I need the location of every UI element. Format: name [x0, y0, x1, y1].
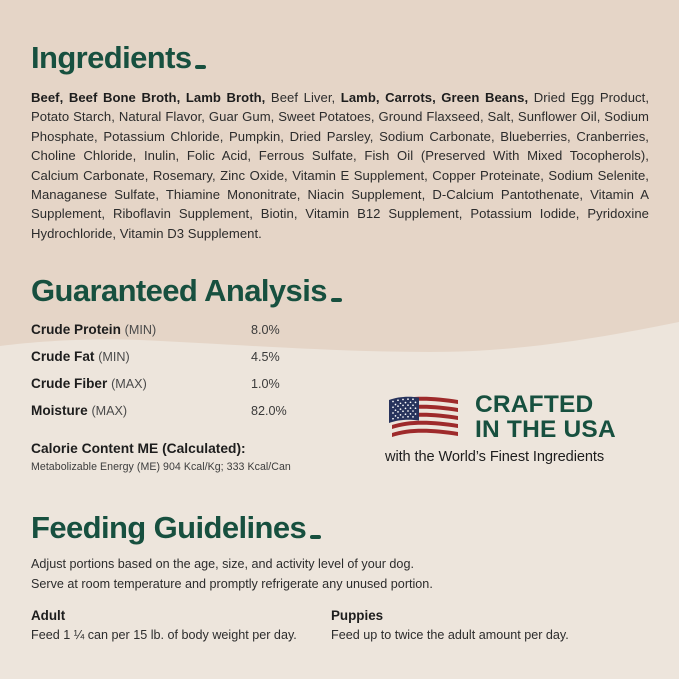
ingredients-heading-text: Ingredients [31, 40, 192, 75]
ga-row-label: Crude Protein (MIN) [31, 322, 251, 337]
feeding-column-adult: Adult Feed 1 ¼ can per 15 lb. of body we… [31, 608, 331, 644]
ga-row-value: 1.0% [251, 377, 280, 391]
ga-row-label: Crude Fiber (MAX) [31, 376, 251, 391]
ingredients-section: Ingredients Beef, Beef Bone Broth, Lamb … [31, 42, 649, 256]
calorie-content-title: Calorie Content ME (Calculated): [31, 441, 246, 456]
crafted-badge-top: CRAFTED IN THE USA [385, 392, 655, 442]
calorie-content-block: Calorie Content ME (Calculated): Metabol… [31, 441, 351, 473]
ga-row-value: 8.0% [251, 323, 280, 337]
crafted-badge-words: CRAFTED IN THE USA [475, 392, 616, 442]
feeding-column-text: Feed 1 ¼ can per 15 lb. of body weight p… [31, 628, 297, 642]
heading-dash-icon [330, 298, 342, 302]
ingredients-bold-1: Beef, Beef Bone Broth, Lamb Broth, [31, 90, 266, 105]
ga-row-label: Crude Fat (MIN) [31, 349, 251, 364]
heading-dash-icon [310, 535, 322, 539]
ga-nutrient-name: Crude Protein [31, 322, 121, 337]
ga-qualifier: (MAX) [91, 404, 128, 418]
ga-row-value: 82.0% [251, 404, 287, 418]
feeding-column-text: Feed up to twice the adult amount per da… [331, 628, 569, 642]
usa-flag-icon [389, 396, 458, 437]
guaranteed-analysis-heading-text: Guaranteed Analysis [31, 273, 327, 308]
feeding-column-puppies: Puppies Feed up to twice the adult amoun… [331, 608, 631, 644]
crafted-line-2: IN THE USA [475, 416, 616, 443]
feeding-guidelines-section: Feeding Guidelines Adjust portions based… [31, 512, 649, 644]
feeding-guidelines-heading-text: Feeding Guidelines [31, 510, 307, 545]
ingredients-plain-1: Beef Liver, [265, 90, 341, 105]
ingredients-plain-2: Dried Egg Product, Potato Starch, Natura… [31, 90, 650, 241]
guaranteed-analysis-table: Crude Protein (MIN) 8.0% Crude Fat (MIN)… [31, 322, 351, 473]
heading-dash-icon [195, 65, 207, 69]
feeding-column-title: Puppies [331, 608, 384, 623]
ga-nutrient-name: Crude Fat [31, 349, 95, 364]
table-row: Crude Fiber (MAX) 1.0% [31, 376, 351, 403]
feeding-intro-line-1: Adjust portions based on the age, size, … [31, 557, 414, 571]
feeding-intro-line-2: Serve at room temperature and promptly r… [31, 576, 433, 591]
ga-qualifier: (MAX) [111, 377, 147, 391]
ga-row-value: 4.5% [251, 350, 280, 364]
crafted-badge-subtitle: with the World’s Finest Ingredients [385, 449, 605, 465]
ingredients-bold-2: Lamb, Carrots, Green Beans, [340, 90, 529, 105]
ga-nutrient-name: Crude Fiber [31, 376, 108, 391]
guaranteed-analysis-heading: Guaranteed Analysis [31, 275, 649, 306]
feeding-guidelines-intro: Adjust portions based on the age, size, … [31, 555, 649, 594]
feeding-column-title: Adult [31, 608, 66, 623]
feeding-guidelines-columns: Adult Feed 1 ¼ can per 15 lb. of body we… [31, 608, 649, 644]
ga-row-label: Moisture (MAX) [31, 403, 251, 418]
table-row: Moisture (MAX) 82.0% [31, 403, 351, 430]
ingredients-heading: Ingredients [31, 42, 649, 73]
crafted-line-1: CRAFTED [475, 391, 594, 418]
crafted-in-usa-badge: CRAFTED IN THE USA with the World’s Fine… [385, 392, 655, 465]
ga-qualifier: (MIN) [98, 350, 130, 364]
ga-qualifier: (MIN) [124, 323, 157, 337]
table-row: Crude Protein (MIN) 8.0% [31, 322, 351, 349]
table-row: Crude Fat (MIN) 4.5% [31, 349, 351, 376]
ingredients-body: Beef, Beef Bone Broth, Lamb Broth, Beef … [31, 88, 649, 243]
feeding-guidelines-heading: Feeding Guidelines [31, 512, 649, 543]
ga-nutrient-name: Moisture [31, 403, 88, 418]
calorie-content-detail: Metabolizable Energy (ME) 904 Kcal/Kg; 3… [31, 461, 291, 473]
